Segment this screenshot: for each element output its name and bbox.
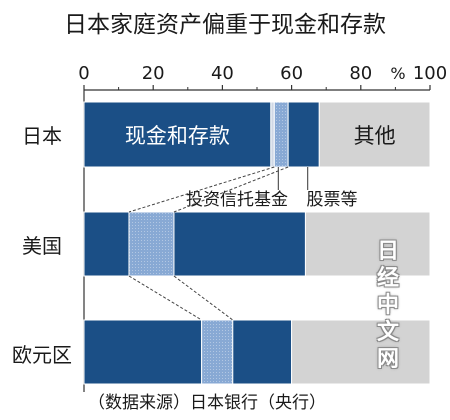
bar-segment xyxy=(288,102,319,167)
x-tick-label: 60 xyxy=(280,63,303,84)
watermark: 日 经 中 文 网 xyxy=(371,238,405,373)
bar-segment xyxy=(202,320,233,384)
x-tick-label: 40 xyxy=(211,63,234,84)
bar-segment xyxy=(292,320,430,384)
watermark-char: 经 xyxy=(377,265,399,292)
connector-line xyxy=(174,276,233,320)
bar-label-other: 其他 xyxy=(354,124,396,148)
bar-segment xyxy=(84,212,129,276)
bar-label-cash: 现金和存款 xyxy=(125,124,230,148)
bar-segment xyxy=(271,102,274,167)
watermark-char: 中 xyxy=(377,292,399,319)
x-tick-label: 0 xyxy=(78,63,89,84)
watermark-char: 日 xyxy=(377,238,399,265)
bar-segment xyxy=(84,320,202,384)
x-tick-label: 20 xyxy=(142,63,165,84)
bar-segment xyxy=(129,212,174,276)
category-label: 欧元区 xyxy=(12,343,72,367)
category-label: 美国 xyxy=(22,234,62,258)
connector-line xyxy=(129,276,202,320)
category-label: 日本 xyxy=(22,124,62,148)
x-tick-label: 100 xyxy=(413,63,447,84)
chart-title: 日本家庭资产偏重于现金和存款 xyxy=(64,12,386,38)
callout-stocks: 股票等 xyxy=(307,190,358,210)
callout-investment-trust: 投资信托基金 xyxy=(186,190,288,210)
bar-segment xyxy=(274,102,288,167)
watermark-char: 文 xyxy=(377,319,399,346)
bar-segment xyxy=(233,320,292,384)
unit-label: % xyxy=(390,64,405,83)
source-note: （数据来源）日本银行（央行） xyxy=(88,393,326,413)
bar-segment xyxy=(174,212,305,276)
bar-segment xyxy=(305,212,430,276)
x-tick-label: 80 xyxy=(349,63,372,84)
watermark-char: 网 xyxy=(377,346,399,373)
